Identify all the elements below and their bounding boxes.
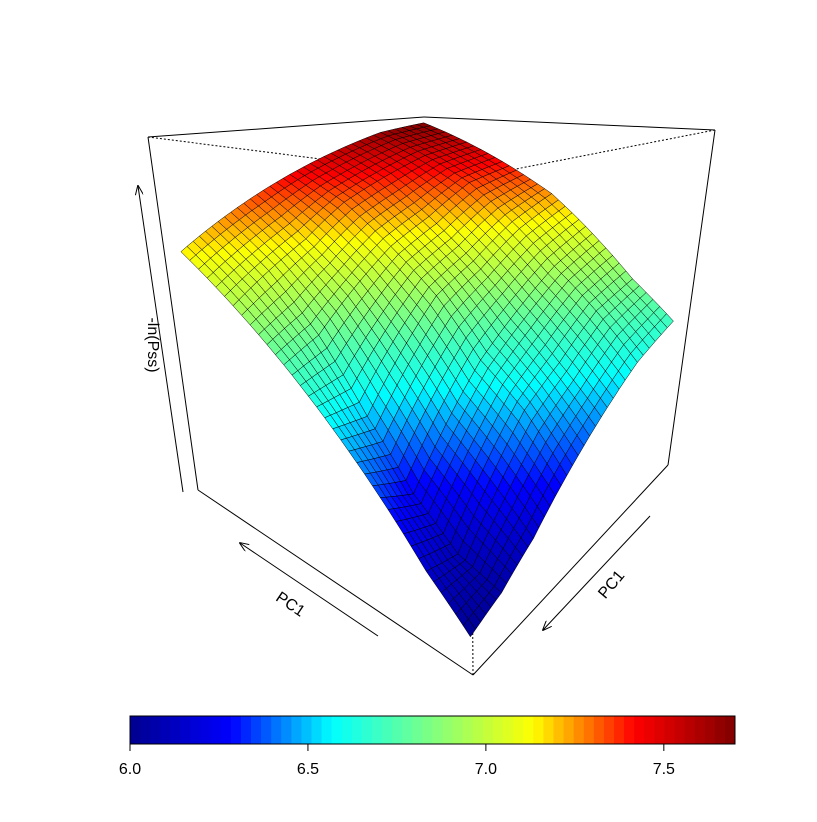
colorbar-swatch — [684, 716, 696, 744]
colorbar-swatch — [624, 716, 635, 744]
colorbar-swatch — [271, 716, 282, 744]
box-edge — [667, 129, 716, 466]
colorbar-tick-label: 7.5 — [653, 761, 675, 778]
colorbar-swatch — [281, 716, 292, 744]
colorbar-swatch — [503, 716, 514, 744]
surface — [180, 122, 674, 638]
colorbar-swatch — [150, 716, 161, 744]
colorbar-tick-label: 6.5 — [297, 761, 319, 778]
colorbar-swatch — [462, 716, 474, 744]
colorbar-swatch — [261, 716, 272, 744]
colorbar-swatch — [442, 716, 454, 744]
axis-arrow — [543, 515, 651, 630]
colorbar-swatch — [482, 716, 494, 744]
colorbar-swatch — [301, 716, 312, 744]
colorbar-swatch — [543, 716, 554, 744]
colorbar-swatch — [513, 716, 524, 744]
colorbar-swatch — [452, 716, 464, 744]
colorbar-swatch — [392, 716, 403, 744]
colorbar: 6.0 6.5 7.0 7.5 — [119, 715, 736, 778]
colorbar-swatch — [130, 716, 141, 744]
colorbar-swatch — [140, 716, 151, 744]
colorbar-swatch — [372, 716, 383, 744]
colorbar-swatch — [694, 716, 706, 744]
colorbar-swatch — [614, 716, 625, 744]
colorbar-swatch — [200, 716, 212, 744]
colorbar-swatch — [341, 716, 353, 744]
axis-arrow — [240, 543, 379, 637]
colorbar-swatch — [583, 716, 595, 744]
colorbar-swatch — [230, 716, 242, 744]
colorbar-swatch — [654, 716, 665, 744]
colorbar-swatch — [311, 716, 323, 744]
colorbar-swatch — [644, 716, 655, 744]
box-edge — [472, 464, 669, 676]
colorbar-swatch — [493, 716, 504, 744]
colorbar-swatch — [724, 716, 736, 744]
colorbar-swatch — [634, 716, 645, 744]
colorbar-frame — [129, 715, 736, 745]
colorbar-swatch — [402, 716, 413, 744]
surface-facet — [462, 618, 476, 638]
colorbar-swatch — [664, 716, 675, 744]
colorbar-swatch — [533, 716, 544, 744]
colorbar-swatch — [160, 716, 171, 744]
box-edge — [197, 489, 474, 676]
colorbar-swatch — [170, 716, 181, 744]
colorbar-swatch — [563, 716, 575, 744]
colorbar-swatch — [422, 716, 433, 744]
colorbar-swatch — [361, 716, 373, 744]
colorbar-swatch — [321, 716, 333, 744]
colorbar-swatch — [603, 716, 615, 744]
axis-arrow — [138, 186, 184, 493]
colorbar-swatch — [553, 716, 565, 744]
box-edge — [147, 136, 199, 491]
colorbar-swatch — [251, 716, 262, 744]
z-axis-label: -ln(Pss) — [144, 317, 161, 372]
colorbar-swatch — [190, 716, 202, 744]
colorbar-swatch — [412, 716, 423, 744]
colorbar-swatch — [704, 716, 716, 744]
colorbar-swatch — [674, 716, 686, 744]
colorbar-swatch — [714, 716, 726, 744]
colorbar-tick-label: 6.0 — [119, 761, 141, 778]
colorbar-swatch — [593, 716, 605, 744]
colorbar-swatch — [432, 716, 444, 744]
colorbar-swatch — [573, 716, 585, 744]
x-axis-label: PC1 — [272, 589, 307, 621]
colorbar-swatch — [291, 716, 302, 744]
colorbar-swatch — [331, 716, 343, 744]
colorbar-swatch — [210, 716, 222, 744]
box-edge — [147, 116, 425, 138]
y-axis-label: PC1 — [595, 567, 628, 602]
colorbar-tick-label: 7.0 — [475, 761, 497, 778]
colorbar-swatch — [523, 716, 534, 744]
box-edge — [423, 116, 716, 131]
colorbar-swatch — [240, 716, 252, 744]
colorbar-swatch — [382, 716, 393, 744]
colorbar-swatch — [351, 716, 363, 744]
colorbar-swatch — [220, 716, 232, 744]
colorbar-swatch — [180, 716, 191, 744]
colorbar-swatch — [472, 716, 484, 744]
